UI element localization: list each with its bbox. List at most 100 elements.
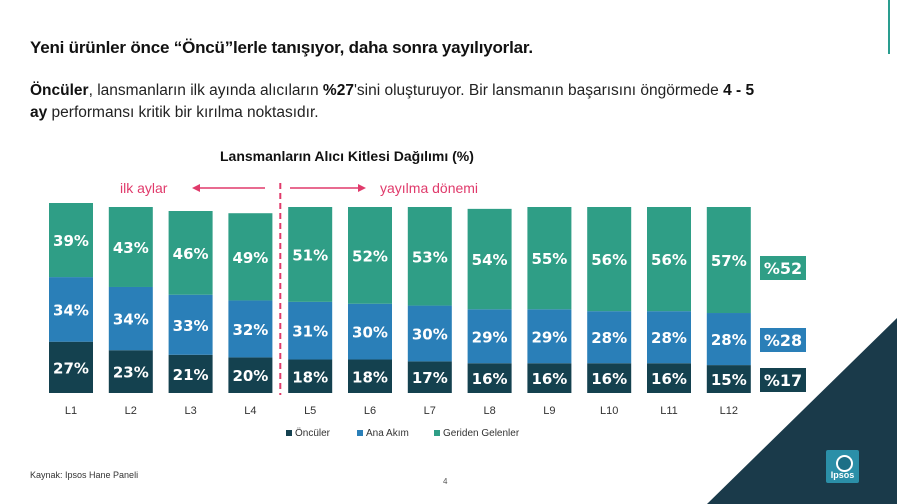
x-tick-label: L1 — [65, 405, 77, 417]
bar-segment — [706, 207, 751, 314]
bar-segment — [587, 207, 632, 312]
summary-badge-label: %28 — [764, 331, 802, 350]
bar-segment — [348, 359, 392, 393]
bar-segment — [527, 309, 572, 364]
subtext-part: performansı kritik bir kırılma noktasıdı… — [47, 104, 319, 121]
bar-value-label: 53% — [412, 248, 448, 266]
phase-label-early: ilk aylar — [120, 180, 168, 196]
x-tick-label: L2 — [125, 405, 137, 417]
bar-value-label: 34% — [113, 311, 149, 329]
bar-segment — [168, 211, 213, 295]
bar-value-label: 31% — [292, 323, 328, 341]
bar-value-label: 30% — [412, 325, 448, 343]
legend-label: Geriden Gelenler — [443, 428, 520, 439]
bar-value-label: 54% — [472, 251, 508, 269]
bar-value-label: 46% — [173, 245, 209, 263]
bar-segment — [647, 311, 691, 364]
bar-segment — [467, 208, 512, 310]
bar-value-label: 34% — [53, 301, 89, 319]
x-tick-label: L4 — [244, 405, 256, 417]
legend-swatch — [357, 430, 363, 436]
bar-value-label: 20% — [232, 367, 268, 385]
bar-value-label: 18% — [292, 368, 328, 386]
bar-segment — [407, 207, 452, 306]
legend-swatch — [286, 430, 292, 436]
bar-value-label: 32% — [232, 321, 268, 339]
source-note: Kaynak: Ipsos Hane Paneli — [30, 470, 139, 480]
bar-segment — [348, 303, 392, 360]
bar-segment — [49, 341, 93, 393]
bar-segment — [527, 363, 572, 393]
bar-segment — [288, 207, 333, 302]
bar-value-label: 55% — [531, 250, 567, 268]
bar-value-label: 33% — [173, 317, 209, 335]
bar-value-label: 23% — [113, 364, 149, 382]
bar-value-label: 56% — [651, 251, 687, 269]
bar-value-label: 51% — [292, 246, 328, 264]
bar-value-label: 56% — [591, 251, 627, 269]
bar-value-label: 28% — [711, 331, 747, 349]
bar-segment — [49, 203, 93, 278]
logo-text: Ipsos — [830, 470, 855, 480]
summary-badge — [760, 328, 806, 352]
x-tick-label: L3 — [184, 405, 196, 417]
bar-segment — [647, 363, 691, 393]
bar-value-label: 57% — [711, 252, 747, 270]
x-tick-label: L9 — [543, 405, 555, 417]
summary-badge-label: %52 — [764, 259, 802, 278]
bar-value-label: 52% — [352, 247, 388, 265]
legend-label: Öncüler — [295, 427, 331, 439]
bar-segment — [407, 361, 452, 393]
bar-segment — [647, 207, 691, 312]
bar-value-label: 16% — [651, 370, 687, 388]
bar-value-label: 15% — [711, 371, 747, 389]
bar-value-label: 49% — [232, 249, 268, 267]
bar-segment — [168, 294, 213, 355]
bar-segment — [467, 309, 512, 364]
legend-swatch — [434, 430, 440, 436]
legend-label: Ana Akım — [366, 428, 409, 439]
bar-value-label: 30% — [352, 324, 388, 342]
arrow-left-head-icon — [192, 184, 200, 192]
bar-segment — [587, 363, 632, 393]
bar-segment — [288, 301, 333, 360]
bar-segment — [228, 300, 273, 358]
bar-segment — [407, 305, 452, 362]
subtext: Öncüler, lansmanların ilk ayında alıcıla… — [30, 80, 770, 124]
bar-segment — [108, 207, 153, 287]
phase-label-spread: yayılma dönemi — [380, 180, 478, 196]
subtext-part: , lansmanların ilk ayında alıcıların — [88, 82, 323, 99]
logo-mark-icon — [836, 455, 853, 472]
bar-value-label: 21% — [173, 366, 209, 384]
bar-value-label: 16% — [531, 370, 567, 388]
bar-segment — [348, 207, 392, 304]
summary-badge-label: %17 — [764, 371, 802, 390]
subtext-part: 'sini oluşturuyor. Bir lansmanın başarıs… — [353, 82, 724, 99]
x-tick-label: L6 — [364, 405, 376, 417]
bar-segment — [706, 313, 751, 366]
x-tick-label: L5 — [304, 405, 316, 417]
bar-segment — [587, 311, 632, 364]
bar-segment — [706, 365, 751, 393]
chart-title: Lansmanların Alıcı Kitlesi Dağılımı (%) — [220, 148, 474, 164]
page-number: 4 — [443, 477, 448, 486]
headline: Yeni ürünler önce “Öncü”lerle tanışıyor,… — [30, 38, 533, 57]
bar-value-label: 29% — [531, 328, 567, 346]
bar-value-label: 43% — [113, 239, 149, 257]
subtext-bold-percent: %27 — [322, 82, 354, 99]
x-tick-label: L11 — [660, 405, 678, 417]
bar-segment — [228, 357, 273, 393]
bar-segment — [108, 286, 153, 351]
x-tick-label: L7 — [424, 405, 436, 417]
bar-value-label: 27% — [53, 359, 89, 377]
bar-segment — [168, 354, 213, 393]
bar-segment — [228, 213, 273, 301]
arrow-right-head-icon — [358, 184, 366, 192]
ipsos-logo: Ipsos — [826, 450, 859, 483]
bar-value-label: 16% — [472, 370, 508, 388]
x-tick-label: L12 — [720, 405, 738, 417]
x-tick-label: L8 — [483, 405, 495, 417]
bar-segment — [288, 359, 333, 393]
bar-segment — [467, 363, 512, 393]
